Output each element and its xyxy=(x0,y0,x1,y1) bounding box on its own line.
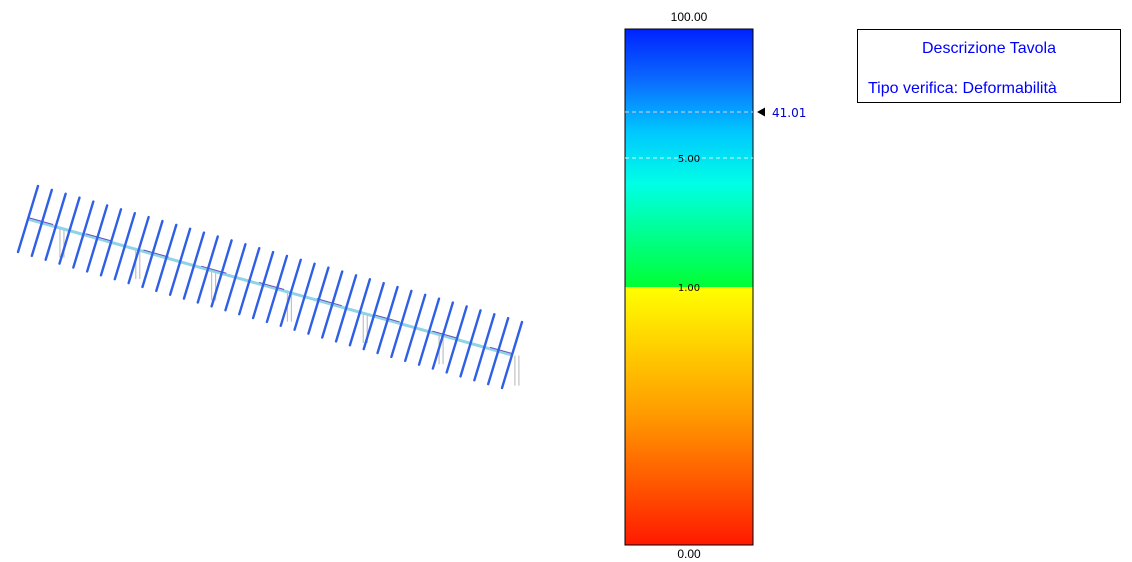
rib xyxy=(85,204,109,273)
scale-low-label: 1.00 xyxy=(678,283,700,294)
rib xyxy=(404,293,427,362)
rib xyxy=(210,239,233,308)
rib xyxy=(500,320,524,390)
rib xyxy=(196,235,219,304)
rib xyxy=(30,188,54,258)
rib xyxy=(362,281,385,351)
rib xyxy=(334,274,358,343)
rib xyxy=(72,200,95,269)
rib xyxy=(417,297,441,366)
rib xyxy=(445,305,468,374)
rib xyxy=(238,246,261,316)
scale-top-label: 100.00 xyxy=(671,10,708,24)
rib xyxy=(44,192,67,261)
scale-frame xyxy=(624,28,754,546)
verification-type: Tipo verifica: Deformabilità xyxy=(868,80,1057,97)
rib xyxy=(279,258,302,328)
rib xyxy=(16,184,40,254)
rib xyxy=(348,278,372,347)
rib xyxy=(376,285,399,355)
scale-mid-label: 5.00 xyxy=(678,154,700,165)
description-title: Descrizione Tavola xyxy=(922,40,1056,57)
rib xyxy=(113,211,137,281)
beam-highlight xyxy=(27,217,513,354)
support-posts xyxy=(59,227,520,386)
rib xyxy=(99,208,123,277)
marker-arrow-icon xyxy=(757,107,765,117)
scale-lower-band xyxy=(625,287,753,545)
rib xyxy=(321,270,344,339)
rib xyxy=(473,313,496,382)
description-box: Descrizione Tavola Tipo verifica: Deform… xyxy=(857,29,1121,103)
rib xyxy=(459,309,482,378)
marker-value: 41.01 xyxy=(772,106,806,120)
rib xyxy=(127,215,150,285)
beam-line xyxy=(27,217,513,357)
rib xyxy=(58,196,81,265)
rib xyxy=(168,227,192,296)
rib xyxy=(251,250,275,320)
main-beam xyxy=(27,217,513,357)
rib xyxy=(307,266,330,335)
rib xyxy=(141,219,164,289)
rib xyxy=(293,262,316,331)
rib xyxy=(486,316,510,386)
structure-view xyxy=(16,184,524,390)
color-scale: 100.00 5.00 1.00 0.00 41.01 xyxy=(624,10,806,561)
rib xyxy=(265,254,289,324)
transverse-ribs xyxy=(16,184,524,390)
scale-bottom-label: 0.00 xyxy=(677,547,701,561)
rib xyxy=(431,301,455,370)
rib xyxy=(182,231,206,300)
rib xyxy=(390,289,413,359)
rib xyxy=(224,243,247,312)
rib xyxy=(155,223,178,293)
